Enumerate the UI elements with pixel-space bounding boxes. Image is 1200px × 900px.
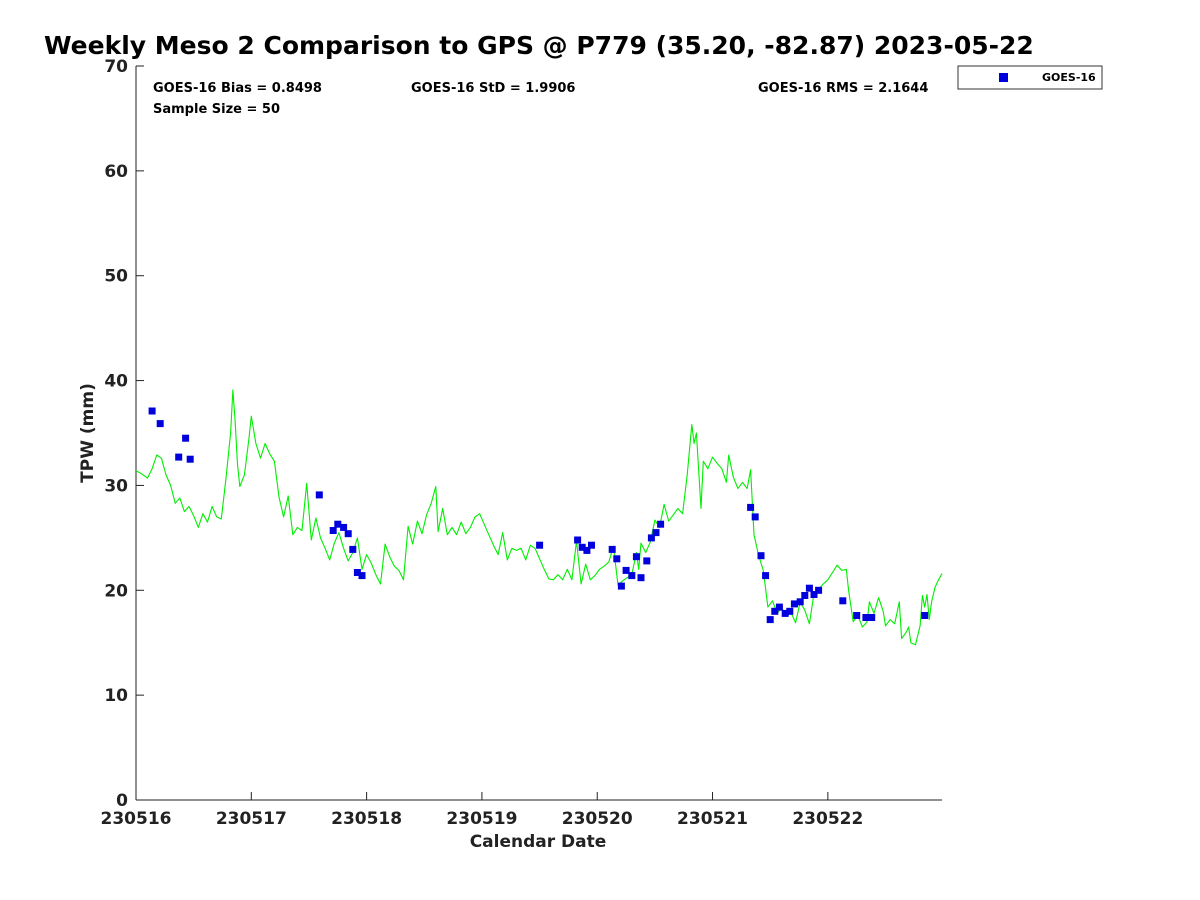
goes16-point bbox=[652, 529, 660, 537]
goes16-point bbox=[186, 455, 194, 463]
goes16-point bbox=[643, 557, 651, 565]
goes16-point bbox=[786, 607, 794, 615]
goes16-point bbox=[334, 520, 342, 528]
goes16-point bbox=[632, 553, 640, 561]
goes16-point bbox=[637, 574, 645, 582]
goes16-point bbox=[175, 453, 183, 461]
goes16-point bbox=[781, 609, 789, 617]
goes16-point bbox=[536, 541, 544, 549]
goes16-series bbox=[148, 407, 929, 624]
goes16-point bbox=[329, 527, 337, 534]
y-axis-ticks: 0 10 20 30 40 50 60 70 bbox=[104, 57, 144, 811]
goes16-point bbox=[805, 584, 813, 592]
legend: GOES-16 bbox=[957, 65, 1103, 90]
goes16-point bbox=[771, 607, 779, 615]
x-tick-label: 230516 bbox=[101, 809, 172, 829]
y-tick-label: 0 bbox=[116, 791, 128, 811]
goes16-point bbox=[762, 572, 770, 580]
goes16-point bbox=[349, 545, 357, 553]
goes16-point bbox=[588, 541, 595, 549]
goes16-point bbox=[801, 592, 809, 599]
x-tick-label: 230522 bbox=[792, 809, 863, 829]
goes16-point bbox=[353, 569, 361, 576]
goes16-point bbox=[757, 552, 765, 560]
plot-area bbox=[135, 66, 942, 801]
stat-std: GOES-16 StD = 1.9906 bbox=[411, 81, 575, 96]
y-tick-label: 70 bbox=[104, 57, 128, 77]
stat-rms: GOES-16 RMS = 2.1644 bbox=[758, 81, 928, 96]
goes16-point bbox=[862, 614, 870, 621]
y-axis-label: TPW (mm) bbox=[78, 383, 98, 483]
y-tick-label: 10 bbox=[104, 686, 128, 706]
goes16-point bbox=[657, 520, 665, 528]
goes16-point bbox=[583, 546, 591, 554]
goes16-point bbox=[315, 491, 323, 499]
gps-series bbox=[135, 389, 943, 646]
x-tick-label: 230520 bbox=[562, 809, 633, 829]
goes16-point bbox=[344, 530, 352, 538]
legend-box bbox=[957, 65, 1103, 90]
goes16-point bbox=[796, 598, 804, 606]
stat-bias: GOES-16 Bias = 0.8498 bbox=[153, 81, 322, 96]
y-tick-label: 30 bbox=[104, 476, 128, 496]
goes16-point bbox=[148, 407, 156, 415]
x-tick-label: 230519 bbox=[446, 809, 517, 829]
goes16-point bbox=[358, 572, 366, 580]
goes16-point bbox=[613, 555, 621, 563]
x-axis-label: Calendar Date bbox=[470, 832, 607, 852]
x-axis-ticks: 230516 230517 230518 230519 230520 230521 2305… bbox=[101, 792, 863, 829]
y-tick-label: 40 bbox=[104, 372, 128, 392]
goes16-point bbox=[340, 523, 348, 531]
goes16-point bbox=[775, 603, 783, 611]
goes16-point bbox=[839, 597, 847, 605]
x-tick-label: 230518 bbox=[331, 809, 402, 829]
stat-sample-size: Sample Size = 50 bbox=[153, 102, 280, 117]
y-tick-label: 20 bbox=[104, 581, 128, 601]
goes16-point bbox=[156, 420, 164, 428]
goes16-point bbox=[810, 591, 818, 598]
gps-tpw-line bbox=[135, 389, 943, 646]
goes16-point bbox=[766, 616, 774, 624]
goes16-point bbox=[574, 536, 582, 544]
goes16-point bbox=[868, 614, 876, 621]
goes16-point bbox=[790, 600, 798, 608]
goes16-point bbox=[751, 513, 759, 521]
goes16-point bbox=[815, 586, 823, 594]
goes16-point bbox=[622, 566, 630, 574]
x-tick-label: 230521 bbox=[677, 809, 748, 829]
legend-label: GOES-16 bbox=[1042, 71, 1096, 84]
goes16-point bbox=[182, 434, 190, 442]
legend-marker-square-icon bbox=[999, 73, 1008, 82]
goes16-point bbox=[747, 503, 755, 511]
chart-title: Weekly Meso 2 Comparison to GPS @ P779 (… bbox=[44, 31, 1034, 60]
goes16-point bbox=[578, 543, 586, 551]
y-tick-label: 50 bbox=[104, 267, 128, 287]
goes16-point bbox=[608, 545, 616, 553]
goes16-point bbox=[617, 582, 625, 590]
goes16-point bbox=[853, 612, 861, 619]
goes16-point bbox=[921, 612, 929, 619]
y-tick-label: 60 bbox=[104, 162, 128, 182]
x-tick-label: 230517 bbox=[216, 809, 287, 829]
goes16-point bbox=[647, 534, 655, 542]
goes16-point bbox=[628, 572, 636, 580]
